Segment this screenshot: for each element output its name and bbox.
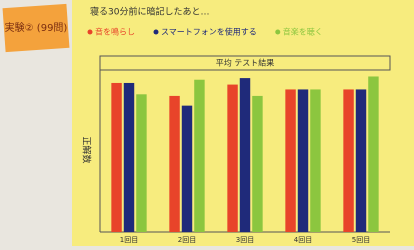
bar — [169, 96, 179, 232]
bar — [285, 89, 295, 232]
bar — [124, 83, 134, 232]
legend-label: 音を鳴らし — [95, 27, 135, 37]
bar — [240, 78, 250, 232]
y-axis-label: 正解数 — [81, 136, 93, 163]
chart-title: 寝る30分前に暗記したあと… — [90, 6, 209, 18]
bar — [182, 106, 192, 232]
legend-swatch — [88, 30, 93, 35]
bar — [111, 83, 121, 232]
x-tick-label: 4回目 — [294, 236, 312, 244]
badge: 実験② (99問) — [5, 21, 68, 34]
x-tick-label: 3回目 — [236, 236, 254, 244]
box-label: 平均 テスト結果 — [216, 58, 275, 68]
x-tick-label: 1回目 — [120, 236, 138, 244]
bar — [227, 85, 237, 232]
bar — [252, 96, 262, 232]
legend-label: 音楽を聴く — [283, 27, 323, 37]
legend-swatch — [275, 30, 280, 35]
x-tick-label: 2回目 — [178, 236, 196, 244]
bar — [343, 89, 353, 232]
legend-label: スマートフォンを使用する — [161, 27, 257, 37]
bar — [310, 89, 320, 232]
bar — [136, 94, 146, 232]
bar — [194, 80, 204, 232]
page: {"chart_data": {"type": "bar", "badge": … — [0, 0, 414, 246]
bar — [368, 76, 378, 232]
legend-swatch — [154, 30, 159, 35]
bar — [356, 89, 366, 232]
x-tick-label: 5回目 — [352, 236, 370, 244]
bar — [298, 89, 308, 232]
chart: 実験② (99問) 寝る30分前に暗記したあと… 正解数 音を鳴らし スマートフォ… — [0, 0, 414, 246]
